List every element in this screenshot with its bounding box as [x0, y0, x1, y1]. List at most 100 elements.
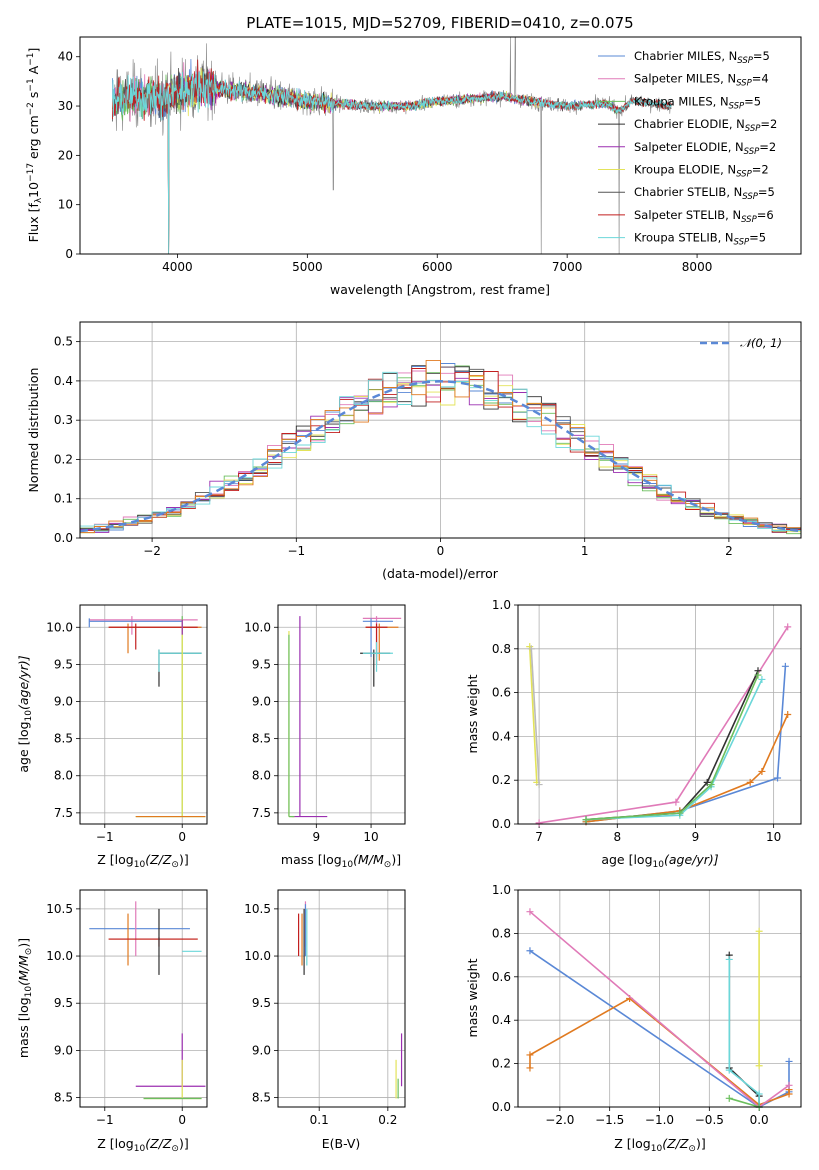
y-tick-label: 8.5 [252, 1091, 271, 1105]
residuals-y-label: Normed distribution [26, 368, 41, 493]
legend-label: Kroupa MILES, NSSP=5 [634, 94, 761, 111]
x-tick-label: −1.5 [595, 1113, 624, 1127]
y-tick-label: 0 [65, 247, 73, 261]
spectrum-model-line [112, 71, 672, 255]
massweight-point [526, 1051, 534, 1059]
x-tick-label: −1 [96, 830, 114, 844]
y-tick-label: 10.5 [244, 902, 271, 916]
y-tick-label: 0.2 [492, 1057, 511, 1071]
massweight-point [725, 1094, 733, 1102]
residuals-axes-frame [79, 321, 802, 539]
x-tick-label: 8000 [682, 260, 713, 274]
y-tick-label: 0.6 [492, 686, 511, 700]
x-tick-label: 0 [178, 1113, 186, 1127]
massweight-series-line [530, 648, 540, 785]
massweight-point [758, 767, 766, 775]
y-tick-label: 0.3 [54, 413, 73, 427]
y-tick-label: 7.5 [54, 806, 73, 820]
axes-frame [277, 604, 406, 825]
y-tick-label: 7.5 [252, 806, 271, 820]
legend-label: Chabrier ELODIE, NSSP=2 [634, 117, 777, 134]
y-tick-label: 10.0 [46, 620, 73, 634]
massweight-point [535, 819, 543, 827]
massweight-point [535, 781, 543, 789]
legend-label: Chabrier STELIB, NSSP=5 [634, 185, 775, 202]
massweight-point [785, 1081, 793, 1089]
massweight-point [526, 908, 534, 916]
y-tick-label: 0.4 [54, 374, 73, 388]
x-tick-label: 8 [613, 830, 621, 844]
spectrum-data-line [112, 36, 672, 255]
y-tick-label: 9.0 [54, 1043, 73, 1057]
y-tick-label: 10.0 [244, 949, 271, 963]
y-tick-label: 0.4 [492, 1013, 511, 1027]
x-tick-label: 2 [725, 544, 733, 558]
mass-vs-EBV-panel: 0.1 0.2 8.5 9.0 9.5 10.0 10.5 [244, 889, 406, 1127]
y-tick-label: 0.8 [492, 642, 511, 656]
mass-vs-EBV-x-label: E(B-V) [322, 1136, 361, 1151]
x-tick-label: 0.0 [750, 1113, 769, 1127]
y-tick-label: 9.5 [54, 657, 73, 671]
massweight-series-line [729, 1097, 760, 1108]
massweight-vs-age-y-label: mass weight [465, 674, 480, 753]
normal-curve [79, 380, 802, 533]
y-tick-label: 9.0 [54, 695, 73, 709]
spectrum-x-label: wavelength [Angstrom, rest frame] [330, 282, 550, 297]
y-tick-label: 0.0 [492, 817, 511, 831]
y-tick-label: 8.5 [252, 732, 271, 746]
massweight-series-line [585, 679, 763, 821]
massweight-point [672, 798, 680, 806]
y-tick-label: 8.0 [54, 769, 73, 783]
x-tick-label: 9 [692, 830, 700, 844]
y-tick-label: 0.2 [492, 773, 511, 787]
y-tick-label: 9.5 [252, 657, 271, 671]
spectrum-axes-frame [79, 36, 802, 255]
massweight-point [725, 1066, 733, 1074]
y-tick-label: 0.2 [54, 452, 73, 466]
age-vs-Z-panel: −1 0 7.5 8.0 8.5 9.0 9.5 10.0 [46, 604, 208, 844]
x-tick-label: 5000 [292, 260, 323, 274]
x-tick-label: −1.0 [645, 1113, 674, 1127]
x-tick-label: −2 [143, 544, 161, 558]
y-tick-label: 0.0 [54, 531, 73, 545]
massweight-point [781, 662, 789, 670]
y-tick-label: 10 [58, 198, 73, 212]
y-tick-label: 8.5 [54, 1091, 73, 1105]
y-tick-label: 30 [58, 99, 73, 113]
age-vs-mass-x-label: mass [log10(M/M⊙)] [281, 852, 401, 870]
spectrum-y-label: Flux [fλ10−17 erg cm−2 s−1 A−1] [26, 48, 44, 243]
massweight-vs-Z-panel: −2.0 −1.5 −1.0 −0.5 0.0 0.0 0.2 0.4 0.6 0.8 1.0 [492, 883, 802, 1127]
massweight-point [707, 781, 715, 789]
x-tick-label: 0 [437, 544, 445, 558]
legend-label: Salpeter MILES, NSSP=4 [634, 72, 769, 89]
massweight-point [785, 1057, 793, 1065]
legend-label: Salpeter STELIB, NSSP=6 [634, 208, 774, 225]
x-tick-label: −1 [96, 1113, 114, 1127]
massweight-point [526, 1064, 534, 1072]
y-tick-label: 10.5 [46, 902, 73, 916]
massweight-series-line [585, 670, 759, 821]
x-tick-label: 0.2 [378, 1113, 397, 1127]
mass-vs-Z-x-label: Z [log10(Z/Z⊙)] [97, 1136, 188, 1154]
massweight-series-line [728, 959, 760, 1107]
massweight-point [784, 711, 792, 718]
spectrum-title: PLATE=1015, MJD=52709, FIBERID=0410, z=0… [246, 14, 633, 32]
y-tick-label: 0.4 [492, 729, 511, 743]
massweight-point [758, 675, 766, 683]
x-tick-label: 7000 [552, 260, 583, 274]
x-tick-label: 7 [535, 830, 543, 844]
massweight-point [754, 671, 762, 679]
y-tick-label: 20 [58, 148, 73, 162]
y-tick-label: 1.0 [492, 883, 511, 897]
massweight-series-line [538, 626, 789, 824]
massweight-vs-age-x-label: age [log10(age/yr)] [601, 852, 718, 870]
y-tick-label: 9.0 [252, 695, 271, 709]
axes-frame [79, 889, 208, 1108]
massweight-point [755, 1062, 763, 1070]
massweight-point [784, 623, 792, 631]
y-tick-label: 9.0 [252, 1043, 271, 1057]
massweight-point [703, 778, 711, 786]
x-tick-label: −1 [287, 544, 305, 558]
mass-vs-Z-y-label: mass [log10(M/M⊙)] [16, 938, 34, 1058]
y-tick-label: 9.5 [252, 996, 271, 1010]
